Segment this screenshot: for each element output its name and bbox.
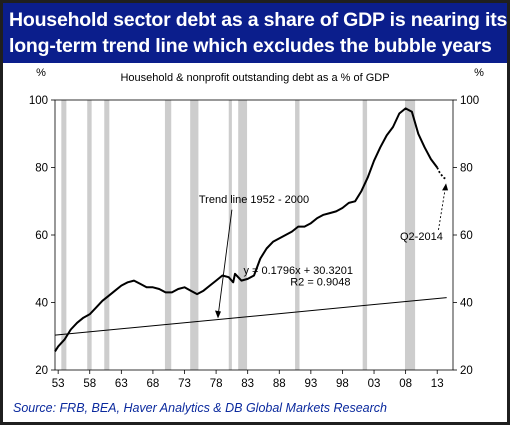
- recession-band-4: [190, 100, 199, 370]
- trend-label-arrow: [217, 209, 233, 317]
- recession-band-9: [404, 100, 416, 370]
- x-tick-label: 88: [273, 378, 286, 390]
- x-tick-label: 03: [368, 378, 381, 390]
- y-tick-label-left: 20: [35, 365, 48, 377]
- debt-chart: 53 58 63 68 73 78 83 88 93 98 03 08 13 20 20 40 40 60 60 80…: [13, 67, 484, 415]
- annotations: Trend line 1952 - 2000 y = 0.1796x + 30.3…: [199, 183, 449, 319]
- recession-band-6: [238, 100, 248, 370]
- source-note: Source: FRB, BEA, Haver Analytics & DB G…: [13, 401, 387, 415]
- debt-series-dotted: [436, 167, 448, 181]
- x-tick-label: 78: [210, 378, 223, 390]
- x-tick-label: 63: [115, 378, 128, 390]
- x-tick-label: 83: [241, 378, 254, 390]
- debt-series-line: [54, 107, 439, 352]
- recession-band-5: [228, 100, 232, 370]
- trend-line: [54, 297, 447, 336]
- x-tick-label: 68: [147, 378, 160, 390]
- y-tick-label-left: 60: [35, 230, 48, 242]
- recession-band-7: [295, 100, 300, 370]
- y-tick-label-left: 100: [29, 95, 48, 107]
- recession-band-1: [87, 100, 92, 370]
- trend-label: Trend line 1952 - 2000: [199, 194, 309, 206]
- equation-line2: R2 = 0.9048: [290, 277, 350, 289]
- recession-band-0: [61, 100, 67, 370]
- y-axis-unit-right: %: [474, 67, 484, 79]
- y-tick-label-right: 40: [460, 298, 473, 310]
- trend-label-arrowhead: [214, 310, 221, 319]
- x-tick-label: 08: [399, 378, 412, 390]
- y-tick-label-right: 80: [460, 163, 473, 175]
- y-tick-label-right: 20: [460, 365, 473, 377]
- q2-label-arrowhead: [442, 183, 449, 191]
- q2-label: Q2-2014: [400, 231, 443, 243]
- series-lines: [54, 107, 448, 352]
- headline-line-2: long-term trend line which excludes the …: [9, 35, 492, 57]
- x-tick-label: 53: [52, 378, 65, 390]
- x-tick-label: 93: [304, 378, 317, 390]
- x-tick-label: 13: [431, 378, 444, 390]
- y-tick-label-left: 80: [35, 163, 48, 175]
- chart-frame: Household sector debt as a share of GDP …: [3, 3, 507, 422]
- recession-band-3: [164, 100, 172, 370]
- y-tick-label-left: 40: [35, 298, 48, 310]
- y-axis-unit-left: %: [36, 67, 46, 79]
- chart-title: Household & nonprofit outstanding debt a…: [120, 72, 389, 84]
- axis-ticks: 53 58 63 68 73 78 83 88 93 98 03 08 13 20 20 40 40 60 60 80…: [29, 95, 479, 390]
- recession-band-2: [104, 100, 110, 370]
- x-tick-label: 73: [178, 378, 191, 390]
- headline-line-1: Household sector debt as a share of GDP …: [9, 9, 508, 31]
- equation-line1: y = 0.1796x + 30.3201: [243, 265, 352, 277]
- x-tick-label: 98: [336, 378, 349, 390]
- recession-band-8: [362, 100, 368, 370]
- recession-bands: [61, 100, 416, 370]
- headline-banner: Household sector debt as a share of GDP …: [3, 3, 507, 63]
- y-tick-label-right: 100: [460, 95, 479, 107]
- y-tick-label-right: 60: [460, 230, 473, 242]
- x-tick-label: 58: [83, 378, 96, 390]
